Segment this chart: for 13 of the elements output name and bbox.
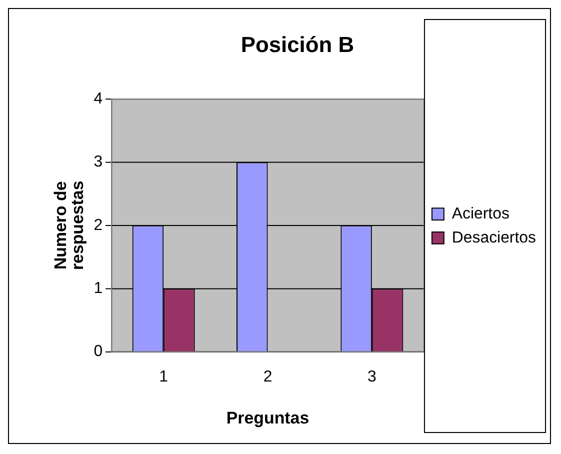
x-tick-label: 3 [367,368,376,386]
x-tick-label: 2 [263,368,272,386]
y-tick-label: 3 [94,154,103,171]
x-axis-title: Preguntas [226,408,310,428]
y-axis-title: Numero de respuestas [50,180,87,270]
legend-label: Desaciertos [452,229,536,246]
y-tick-label: 1 [94,280,103,297]
y-tick-label: 0 [94,343,103,360]
chart-title: Posición B [240,32,354,58]
y-tick-label: 2 [94,216,103,234]
x-tick-label: 1 [159,368,168,386]
legend-label: Aciertos [452,205,510,222]
y-tick-label: 4 [94,90,103,108]
